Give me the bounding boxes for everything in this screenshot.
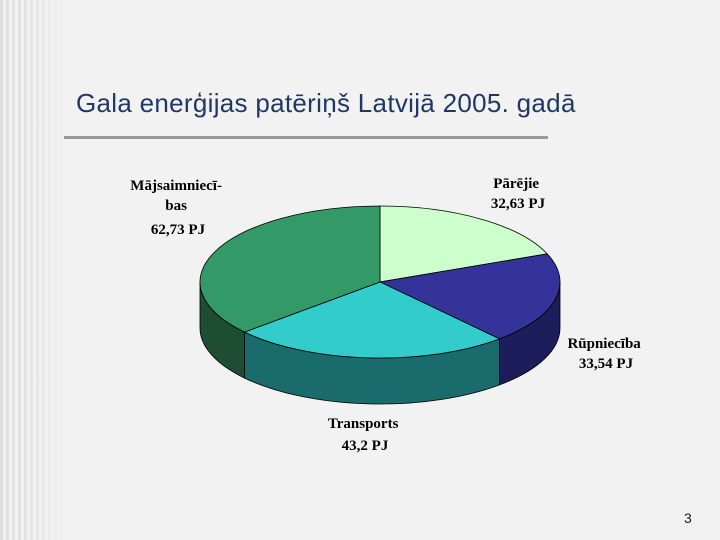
- pie-sides: [199, 281, 561, 405]
- page-number: 3: [684, 510, 692, 526]
- pie-slices: [199, 205, 561, 359]
- label-parejie: Pārējie 32,63 PJ: [491, 176, 546, 212]
- slice-transports: [243, 281, 501, 359]
- label-rupnieciba: Rūpniecība 33,54 PJ: [567, 336, 644, 372]
- decorative-stripes: [0, 0, 64, 540]
- label-majsaimniecibas: Mājsaimniecī- bas 62,73 PJ: [130, 178, 225, 238]
- title-underline: [64, 136, 548, 139]
- slide-title: Gala enerģijas patēriņš Latvijā 2005. ga…: [76, 88, 576, 118]
- slice-majsaimniecibas: [199, 205, 381, 333]
- slice-rupnieciba: [378, 253, 561, 340]
- slice-parejie: [379, 205, 548, 283]
- label-transports: Transports 43,2 PJ: [328, 416, 402, 454]
